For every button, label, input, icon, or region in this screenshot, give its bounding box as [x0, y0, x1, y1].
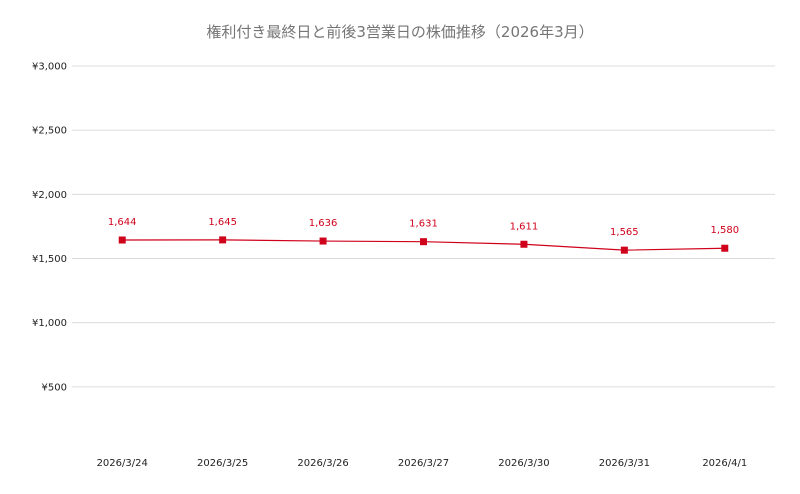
y-axis-ticks: ¥500 ¥1,000 ¥1,500 ¥2,000 ¥2,500 ¥3,000	[32, 62, 67, 394]
x-tick-label: 2026/3/25	[197, 458, 248, 469]
data-point	[219, 236, 227, 244]
data-label: 1,644	[108, 217, 137, 228]
data-point	[319, 237, 327, 245]
data-label: 1,611	[510, 221, 539, 232]
data-labels: 1,644 1,645 1,636 1,631 1,611 1,565 1,580	[108, 217, 739, 238]
data-point	[721, 244, 729, 252]
y-tick-label: ¥1,500	[32, 254, 67, 265]
data-point	[620, 246, 628, 254]
data-label: 1,631	[409, 219, 438, 230]
x-tick-label: 2026/3/27	[398, 458, 449, 469]
y-tick-label: ¥2,000	[32, 190, 67, 201]
gridlines	[72, 65, 775, 388]
x-tick-label: 2026/4/1	[702, 458, 747, 469]
data-label: 1,645	[208, 217, 237, 228]
data-label: 1,580	[710, 225, 739, 236]
data-point	[420, 238, 427, 246]
chart-title: 権利付き最終日と前後3営業日の株価推移（2026年3月）	[206, 23, 593, 41]
y-tick-label: ¥1,000	[32, 318, 67, 329]
data-label: 1,565	[610, 227, 639, 238]
x-tick-label: 2026/3/26	[297, 458, 348, 469]
series-group	[118, 236, 729, 254]
x-tick-label: 2026/3/31	[599, 458, 650, 469]
y-tick-label: ¥500	[42, 382, 67, 393]
x-tick-label: 2026/3/24	[97, 458, 148, 469]
x-tick-label: 2026/3/30	[498, 458, 549, 469]
y-tick-label: ¥2,500	[32, 126, 67, 137]
data-point	[520, 240, 528, 248]
y-tick-label: ¥3,000	[32, 62, 67, 73]
data-label: 1,636	[309, 218, 338, 229]
data-point	[118, 236, 126, 244]
x-axis-ticks: 2026/3/24 2026/3/25 2026/3/26 2026/3/27 2026…	[97, 458, 748, 469]
